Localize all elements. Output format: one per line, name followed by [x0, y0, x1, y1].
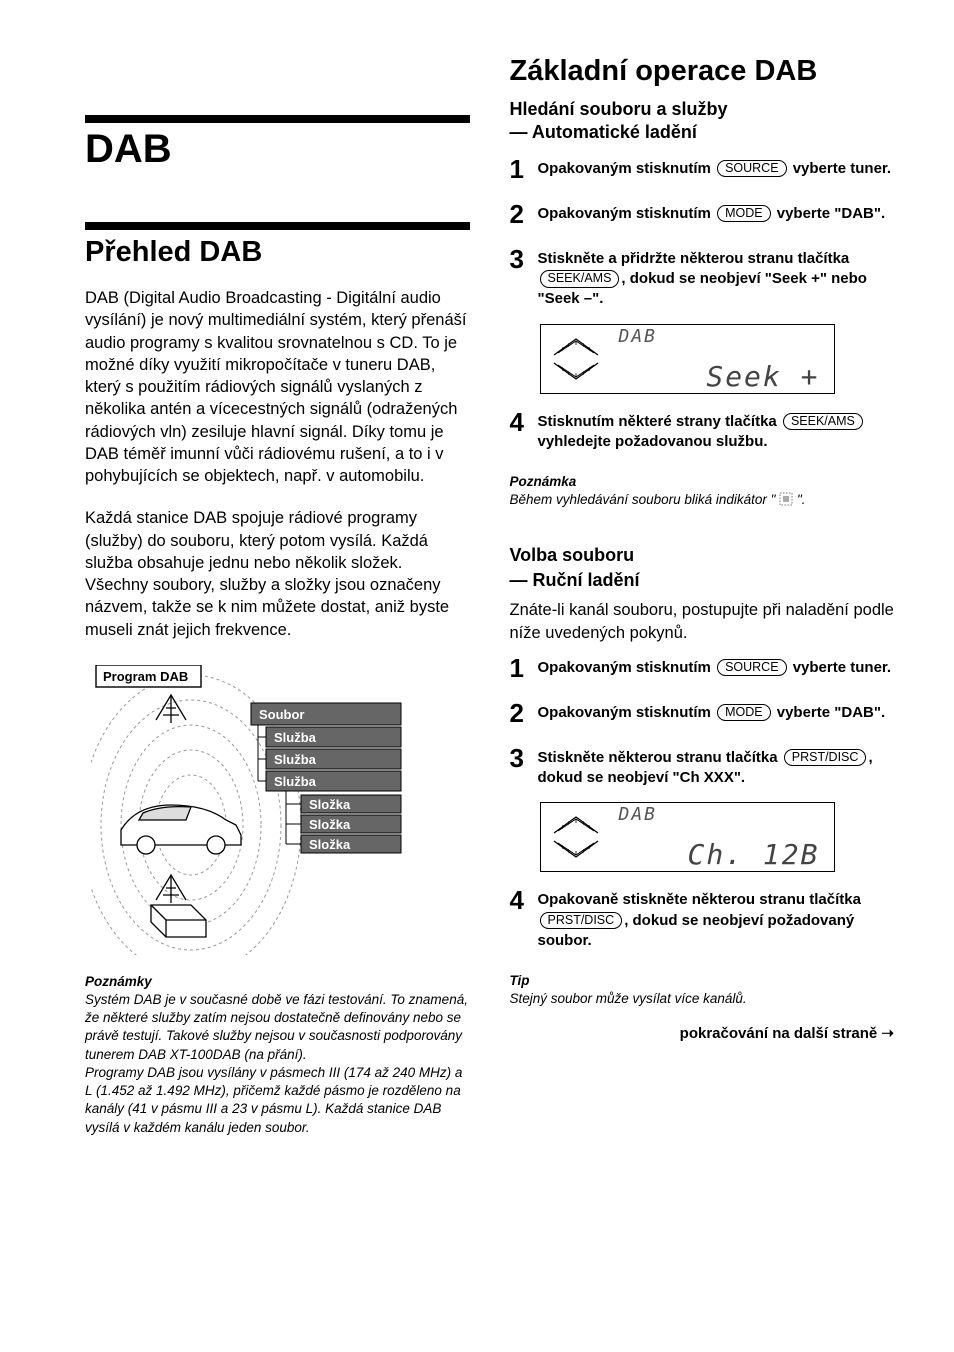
note-body-a: Během vyhledávání souboru bliká indikáto…: [510, 491, 895, 509]
subhead-auto: Hledání souboru a služby — Automatické l…: [510, 98, 895, 145]
steps-auto: 1 Opakovaným stisknutím SOURCE vyberte t…: [510, 159, 895, 310]
step-body: Opakovaným stisknutím MODE vyberte "DAB"…: [538, 204, 886, 224]
lcd-big-text: Ch. 12B: [619, 841, 826, 869]
step-number: 1: [510, 655, 538, 681]
diagram-component-1: Složka: [309, 797, 351, 812]
paragraph-manual: Znáte-li kanál souboru, postupujte při n…: [510, 599, 895, 644]
lcd-dial-down-icon: [548, 361, 604, 385]
lcd-main: DAB Ch. 12B: [611, 803, 834, 871]
right-section-title: Základní operace DAB: [510, 55, 895, 88]
step-body: Opakovaným stisknutím SOURCE vyberte tun…: [538, 658, 892, 678]
tip-body: Stejný soubor může vysílat více kanálů.: [510, 990, 895, 1008]
lcd-dial-down-icon: [548, 839, 604, 863]
paragraph-1: DAB (Digital Audio Broadcasting - Digitá…: [85, 287, 470, 487]
mode-button-label: MODE: [717, 205, 771, 223]
step-body: Stiskněte a přidržte některou stranu tla…: [538, 249, 895, 310]
paragraph-2: Každá stanice DAB spojuje rádiové progra…: [85, 507, 470, 641]
step-number: 2: [510, 700, 538, 726]
subhead-auto-line1: Hledání souboru a služby: [510, 99, 728, 119]
step-b1: 1 Opakovaným stisknutím SOURCE vyberte t…: [510, 658, 895, 681]
diagram-service-1: Služba: [274, 730, 317, 745]
seek-ams-button-label: SEEK/AMS: [783, 413, 863, 431]
seek-ams-button-label: SEEK/AMS: [540, 270, 620, 288]
lcd-icons: [541, 325, 611, 393]
chapter-rule: [85, 115, 470, 123]
step-b4: 4 Opakovaně stiskněte některou stranu tl…: [510, 890, 895, 951]
diagram-component-3: Složka: [309, 837, 351, 852]
step-number: 2: [510, 201, 538, 227]
note-body-left: Systém DAB je v současné době ve fázi te…: [85, 991, 470, 1137]
subhead-manual-1: Volba souboru: [510, 544, 895, 567]
mode-button-label: MODE: [717, 704, 771, 722]
step-a1: 1 Opakovaným stisknutím SOURCE vyberte t…: [510, 159, 895, 182]
step-b2: 2 Opakovaným stisknutím MODE vyberte "DA…: [510, 703, 895, 726]
indicator-icon: [779, 492, 793, 506]
step-a3: 3 Stiskněte a přidržte některou stranu t…: [510, 249, 895, 310]
step-number: 4: [510, 409, 538, 435]
diagram-service-3: Služba: [274, 774, 317, 789]
tip-head: Tip: [510, 973, 895, 988]
prst-disc-button-label: PRST/DISC: [784, 749, 867, 767]
left-column: DAB Přehled DAB DAB (Digital Audio Broad…: [85, 55, 470, 1137]
chapter-title: DAB: [85, 127, 470, 172]
step-number: 3: [510, 745, 538, 771]
page: DAB Přehled DAB DAB (Digital Audio Broad…: [0, 0, 954, 1177]
steps-manual: 1 Opakovaným stisknutím SOURCE vyberte t…: [510, 658, 895, 789]
diagram-component-2: Složka: [309, 817, 351, 832]
lcd-main: DAB Seek +: [611, 325, 834, 393]
step-body: Opakovaným stisknutím MODE vyberte "DAB"…: [538, 703, 886, 723]
note-head-left: Poznámky: [85, 974, 470, 989]
lcd-dial-up-icon: [548, 811, 604, 835]
diagram-program-label: Program DAB: [103, 669, 188, 684]
lcd-icons: [541, 803, 611, 871]
dab-diagram: Program DAB: [91, 665, 411, 955]
lcd-display-seek: DAB Seek +: [540, 324, 835, 394]
step-a4: 4 Stisknutím některé strany tlačítka SEE…: [510, 412, 895, 453]
step-body: Stiskněte některou stranu tlačítka PRST/…: [538, 748, 895, 789]
subhead-manual-2: — Ruční ladění: [510, 569, 895, 592]
step-number: 4: [510, 887, 538, 913]
step-body: Opakovaně stiskněte některou stranu tlač…: [538, 890, 895, 951]
right-column: Základní operace DAB Hledání souboru a s…: [510, 55, 895, 1137]
lcd-dial-up-icon: [548, 333, 604, 357]
step-body: Stisknutím některé strany tlačítka SEEK/…: [538, 412, 895, 453]
lcd-big-text: Seek +: [619, 363, 826, 391]
note-head-a: Poznámka: [510, 474, 895, 489]
step-b3: 3 Stiskněte některou stranu tlačítka PRS…: [510, 748, 895, 789]
step-number: 1: [510, 156, 538, 182]
source-button-label: SOURCE: [717, 160, 786, 178]
section-title: Přehled DAB: [85, 236, 470, 269]
diagram-service-2: Služba: [274, 752, 317, 767]
step-body: Opakovaným stisknutím SOURCE vyberte tun…: [538, 159, 892, 179]
step-a2: 2 Opakovaným stisknutím MODE vyberte "DA…: [510, 204, 895, 227]
lcd-small-text: DAB: [619, 806, 826, 824]
section-rule: [85, 222, 470, 230]
source-button-label: SOURCE: [717, 659, 786, 677]
continue-text: pokračování na další straně ➝: [510, 1024, 895, 1042]
step-number: 3: [510, 246, 538, 272]
subhead-auto-line2: — Automatické ladění: [510, 122, 697, 142]
diagram-group-label: Soubor: [259, 707, 305, 722]
lcd-small-text: DAB: [619, 328, 826, 346]
prst-disc-button-label: PRST/DISC: [540, 912, 623, 930]
lcd-display-channel: DAB Ch. 12B: [540, 802, 835, 872]
